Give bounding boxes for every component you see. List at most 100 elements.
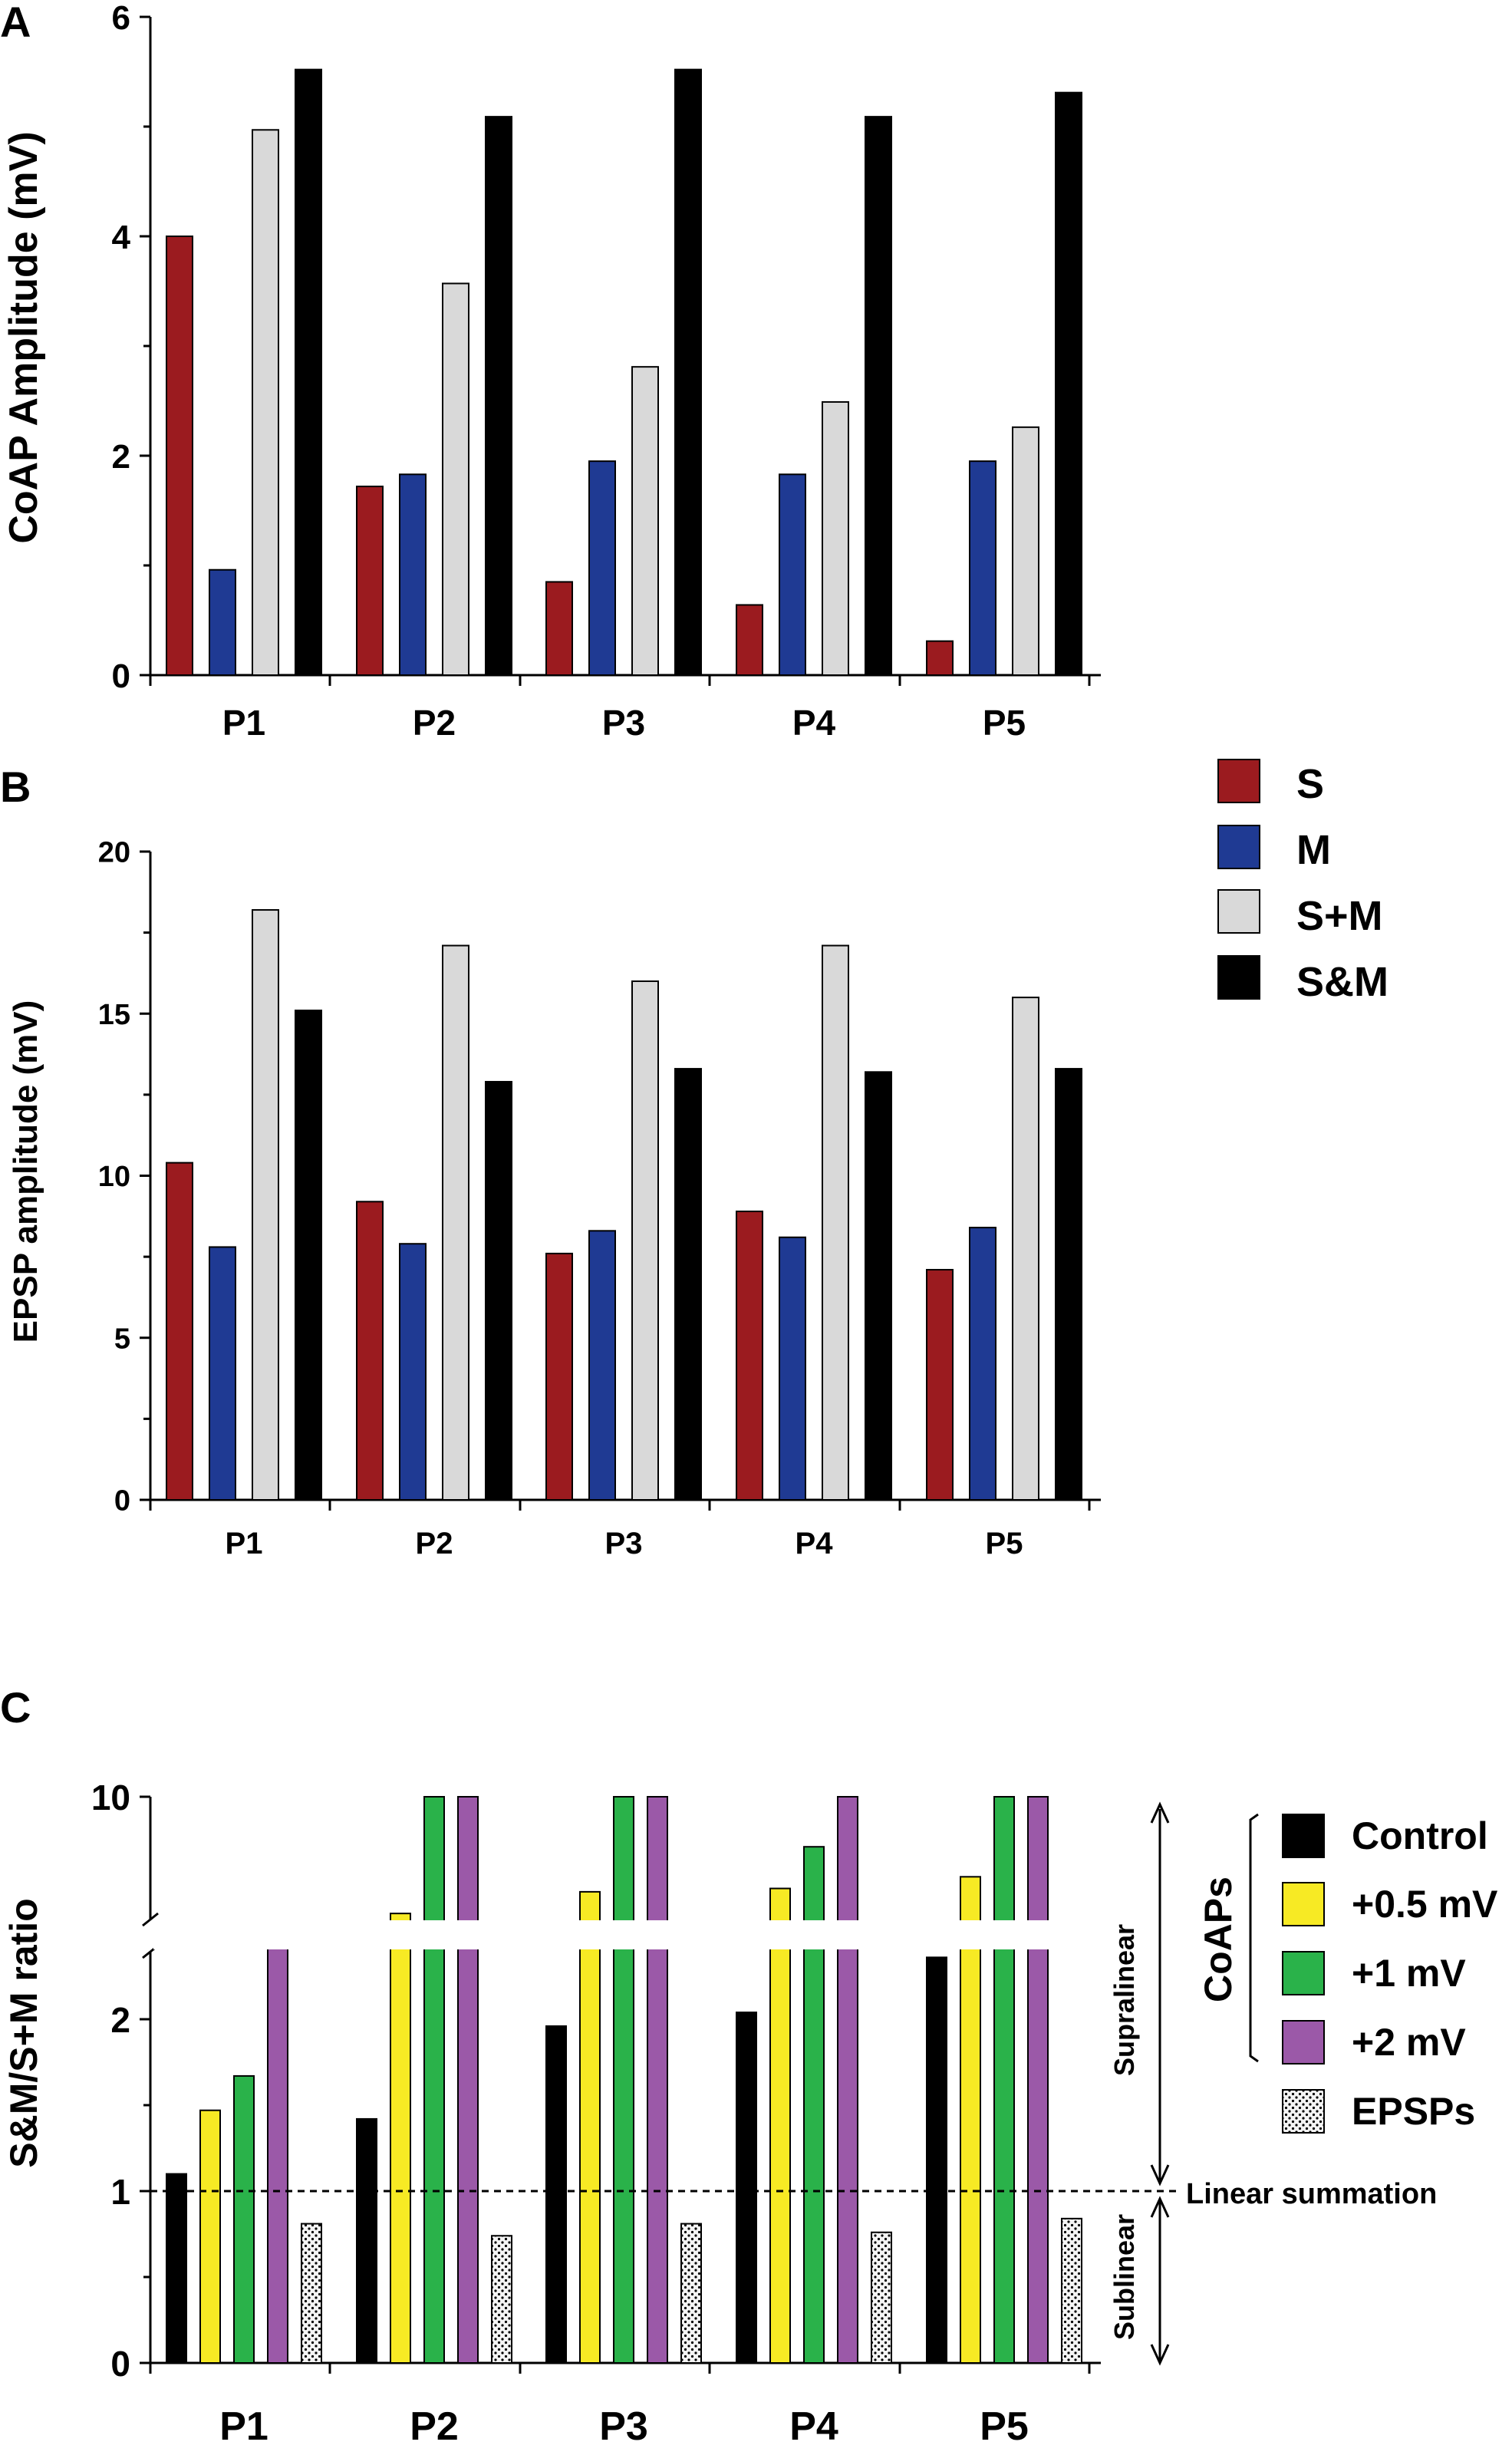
panel-c-bar-plus-2-mv-p2 (457, 1796, 479, 2364)
panel-a-bar-sand-m-p5 (1055, 91, 1082, 677)
panel-a-y-tick-label: 0 (112, 657, 130, 695)
supralinear-arrowhead-bottom (1150, 2164, 1170, 2186)
panel-b-bar-splus-m-p2 (442, 944, 469, 1501)
panel-c-category-label: P5 (980, 2404, 1029, 2449)
panel-b-category-label: P1 (226, 1527, 263, 1560)
panel-c-bar-epsps-p2 (491, 2235, 512, 2364)
panel-c-axis-break-gap (153, 1920, 1105, 1949)
panel-a-category-label: P5 (983, 703, 1026, 743)
panel-b-bar-s-p2 (356, 1201, 384, 1501)
panel-a-bar-splus-m-p2 (442, 282, 469, 676)
panel-c-bar-plus-1-mv-p5 (993, 1796, 1015, 2364)
panel-b-y-tick-label: 15 (98, 999, 130, 1031)
panel-c-y-tick-label: 10 (91, 1778, 130, 1817)
panel-a-bar-m-p1 (209, 568, 236, 676)
panel-c-bar-plus-2-mv-p5 (1027, 1796, 1049, 2364)
panel-b-y-tick-label: 0 (114, 1485, 130, 1517)
sublinear-arrowhead-bottom (1150, 2344, 1170, 2366)
panel-c-y-tick-label: 0 (110, 2344, 130, 2384)
panel-b-bar-m-p3 (588, 1230, 616, 1501)
legend-label-0-5mv: +0.5 mV (1352, 1883, 1498, 1926)
panel-c-bar-epsps-p3 (680, 2223, 702, 2364)
legend-label-s: S (1296, 761, 1324, 807)
panel-c-bar-control-p5 (926, 1956, 947, 2364)
legend-swatch-0-5mv (1282, 1882, 1325, 1926)
panel-a-bar-sand-m-p2 (485, 116, 512, 676)
panel-b-bar-m-p2 (399, 1243, 427, 1501)
panel-c-bar-plus-1-mv-p2 (423, 1796, 445, 2364)
supralinear-arrowhead-top (1150, 1801, 1170, 1824)
panel-c-bar-epsps-p4 (871, 2231, 892, 2364)
panel-a-category-label: P3 (602, 703, 645, 743)
panel-a-y-tick-label: 2 (112, 438, 130, 476)
coaps-brace (1249, 1813, 1259, 2063)
panel-a-bar-sand-m-p3 (674, 68, 702, 676)
panel-letter-c: C (0, 1683, 31, 1732)
coaps-group-label: CoAPs (1197, 1877, 1240, 2002)
panel-b-category-label: P2 (416, 1527, 453, 1560)
legend-label-m: M (1296, 827, 1331, 873)
legend-swatch-1mv (1282, 1951, 1325, 1995)
panel-c-bar-control-p3 (545, 2025, 567, 2364)
panel-a-bar-splus-m-p1 (252, 129, 279, 677)
panel-c-category-label: P4 (789, 2404, 838, 2449)
panel-a-bar-m-p4 (779, 473, 806, 676)
legend-c: CoAPs Control +0.5 mV +1 mV +2 mV EPSPs (1197, 1813, 1498, 2134)
panel-a-bar-s-p3 (545, 581, 573, 677)
panel-a-y-tick-label: 6 (112, 0, 130, 37)
panel-letter-a: A (0, 0, 31, 46)
panel-a-category-label: P2 (413, 703, 456, 743)
panel-c-y-tick-label: 2 (110, 2000, 130, 2040)
panel-a-bar-s-p5 (926, 640, 954, 676)
panel-c-axis-break-mark (142, 1912, 159, 1927)
panel-b-bar-s-p4 (736, 1210, 763, 1501)
sublinear-label: Sublinear (1108, 2214, 1140, 2340)
panel-b-bar-s-p1 (166, 1162, 193, 1501)
legend-swatch-epsps (1282, 2089, 1325, 2134)
panel-b-bar-splus-m-p1 (252, 909, 279, 1501)
panel-b-bar-splus-m-p4 (822, 944, 849, 1501)
panel-c-bar-plus-0-5-mv-p1 (199, 2109, 221, 2364)
legend-swatch-2mv (1282, 2020, 1325, 2065)
panel-b-bar-sand-m-p3 (674, 1068, 702, 1501)
panel-a-bar-m-p2 (399, 473, 427, 676)
panel-c-category-label: P2 (410, 2404, 459, 2449)
panel-c-bar-plus-2-mv-p1 (267, 1946, 288, 2364)
panel-a-bar-sand-m-p4 (865, 116, 892, 676)
panel-c-bar-plus-0-5-mv-p2 (390, 1913, 411, 2364)
panel-b-bar-splus-m-p3 (631, 980, 659, 1501)
panel-b-category-label: P5 (986, 1527, 1023, 1560)
panel-a-bar-sand-m-p1 (295, 68, 322, 676)
panel-b-bar-splus-m-p5 (1012, 997, 1039, 1501)
plots: 0 2 4 6 P1 P2 P3 P4 P5 0 5 10 15 20 P1 P2 P3 P4 P5 0 1 2 10 P1 P… (91, 0, 1437, 2449)
panel-c-bar-plus-1-mv-p1 (233, 2074, 255, 2364)
panel-a-bar-splus-m-p5 (1012, 426, 1039, 676)
panel-c-bar-control-p2 (356, 2117, 377, 2364)
legend-label-control: Control (1352, 1814, 1488, 1857)
panel-c-bar-plus-2-mv-p4 (837, 1796, 858, 2364)
legend-swatch-s-and-m (1217, 955, 1260, 1000)
panel-c-bar-epsps-p5 (1061, 2217, 1082, 2364)
panel-a-category-label: P1 (222, 703, 265, 743)
panel-a-bar-splus-m-p3 (631, 366, 659, 676)
panel-c-category-label: P3 (599, 2404, 648, 2449)
panel-a-bar-m-p3 (588, 460, 616, 677)
panel-b-bar-sand-m-p5 (1055, 1068, 1082, 1501)
panel-b-bar-m-p5 (969, 1227, 996, 1501)
panel-c-y-tick-label: 1 (110, 2172, 130, 2212)
legend-label-s-plus-m: S+M (1296, 893, 1383, 939)
panel-c-bar-plus-0-5-mv-p4 (769, 1887, 791, 2364)
panel-b-y-tick-label: 5 (114, 1323, 130, 1355)
panel-c-bar-plus-2-mv-p3 (647, 1796, 668, 2364)
panel-a-bar-splus-m-p4 (822, 400, 849, 676)
panel-c-bar-control-p1 (166, 2173, 187, 2364)
panel-b-bar-sand-m-p4 (865, 1071, 892, 1501)
legend-swatch-s-plus-m (1217, 889, 1260, 934)
panel-c-bar-control-p4 (736, 2012, 757, 2364)
legend-ab: S M S+M S&M (1217, 759, 1388, 1005)
panel-b-category-label: P4 (796, 1527, 834, 1560)
legend-label-epsps: EPSPs (1352, 2090, 1475, 2133)
panel-b-bar-m-p4 (779, 1236, 806, 1501)
legend-swatch-m (1217, 825, 1260, 869)
